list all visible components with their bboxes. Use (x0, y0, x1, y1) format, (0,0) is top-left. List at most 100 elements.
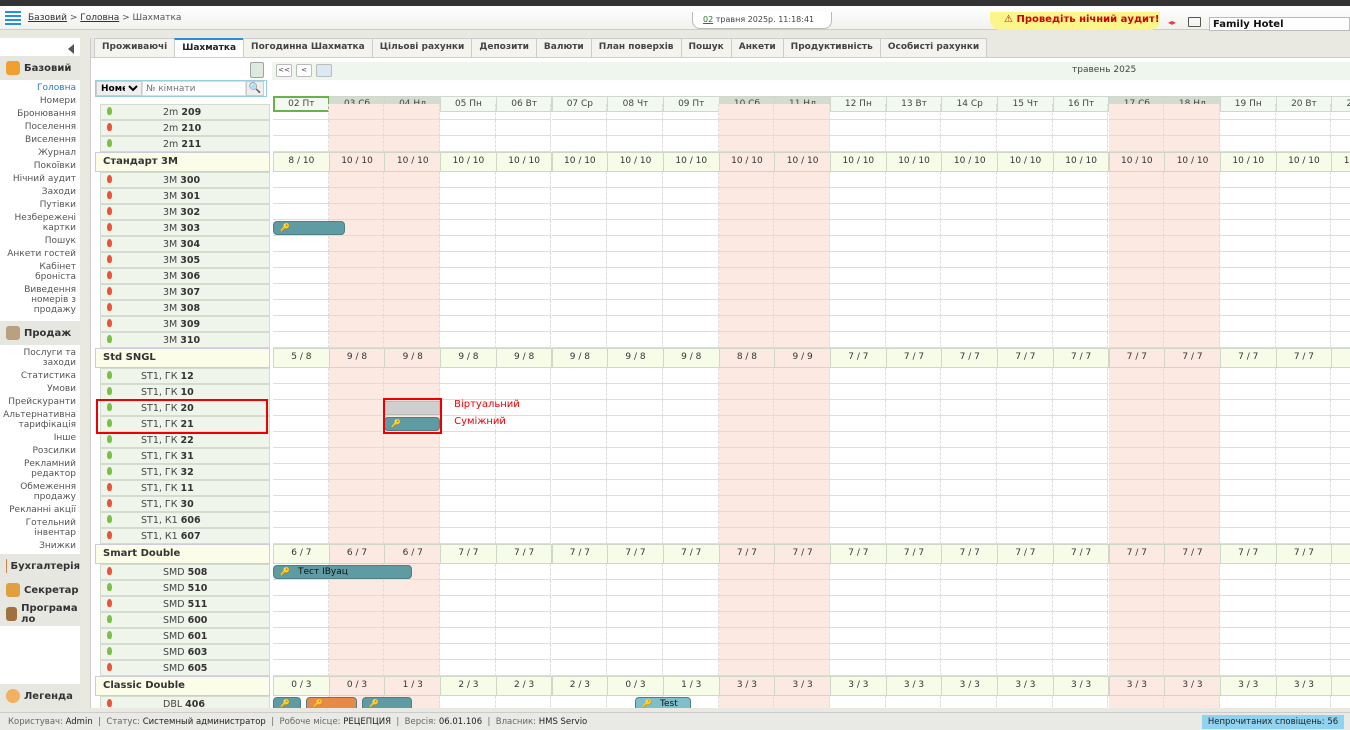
day-cell[interactable] (1164, 368, 1220, 384)
room-row[interactable]: 2m 209 (100, 104, 270, 120)
tab-2[interactable]: Погодинна Шахматка (243, 38, 373, 57)
day-cell[interactable] (1108, 204, 1165, 220)
day-cell[interactable] (718, 628, 775, 644)
day-cell[interactable] (1108, 464, 1165, 480)
day-cell[interactable] (384, 316, 441, 332)
day-cell[interactable] (607, 628, 663, 644)
room-row[interactable]: 3M 310 (100, 332, 270, 348)
day-cell[interactable] (718, 120, 775, 136)
day-cell[interactable] (1331, 204, 1350, 220)
day-cell[interactable] (885, 464, 942, 480)
tab-9[interactable]: Продуктивність (782, 38, 881, 57)
sidebar-item[interactable]: Готельний інвентар (25, 518, 76, 538)
day-cell[interactable] (328, 496, 385, 512)
room-row[interactable]: ST1, К1 607 (100, 528, 270, 544)
sidebar-item[interactable]: Статистика (20, 371, 76, 381)
day-cell[interactable] (830, 316, 886, 332)
sidebar-item[interactable]: Умови (47, 384, 76, 394)
day-cell[interactable] (941, 696, 998, 708)
day-cell[interactable] (718, 332, 775, 348)
day-cell[interactable] (1164, 612, 1220, 628)
day-cell[interactable] (997, 316, 1053, 332)
night-audit-warning[interactable]: ⚠ Проведіть нічний аудит! (990, 12, 1160, 30)
day-cell[interactable] (774, 384, 830, 400)
day-cell[interactable] (440, 564, 496, 580)
day-cell[interactable] (440, 696, 496, 708)
day-cell[interactable] (384, 580, 441, 596)
day-cell[interactable] (495, 120, 552, 136)
room-row[interactable]: 3M 306 (100, 268, 270, 284)
day-cell[interactable] (662, 464, 719, 480)
day-cell[interactable] (1052, 104, 1109, 120)
day-cell[interactable] (662, 252, 719, 268)
day-cell[interactable] (662, 368, 719, 384)
monitor-icon[interactable] (1188, 17, 1201, 27)
day-cell[interactable] (328, 236, 385, 252)
sidebar-item[interactable]: Покоївки (33, 161, 76, 171)
day-cell[interactable] (495, 660, 552, 676)
day-cell[interactable] (1219, 220, 1276, 236)
day-cell[interactable] (1275, 464, 1332, 480)
booking-bar[interactable]: 🔑 (362, 697, 413, 708)
day-cell[interactable] (1275, 300, 1332, 316)
day-cell[interactable] (1052, 496, 1109, 512)
day-cell[interactable] (662, 384, 719, 400)
day-header[interactable]: 19 Пн (1219, 96, 1277, 112)
day-cell[interactable] (1108, 644, 1165, 660)
day-cell[interactable] (384, 612, 441, 628)
day-cell[interactable] (997, 512, 1053, 528)
day-cell[interactable] (1331, 252, 1350, 268)
day-cell[interactable] (885, 268, 942, 284)
day-cell[interactable] (440, 188, 496, 204)
day-cell[interactable] (551, 644, 608, 660)
day-cell[interactable] (1219, 612, 1276, 628)
day-cell[interactable] (1164, 120, 1220, 136)
room-row[interactable]: 3M 300 (100, 172, 270, 188)
day-cell[interactable] (1219, 268, 1276, 284)
day-cell[interactable] (1052, 564, 1109, 580)
sidebar-item[interactable]: Путівки (39, 200, 76, 210)
day-cell[interactable] (830, 564, 886, 580)
day-cell[interactable] (774, 564, 830, 580)
day-cell[interactable] (941, 464, 998, 480)
day-cell[interactable] (830, 384, 886, 400)
day-cell[interactable] (273, 612, 329, 628)
day-cell[interactable] (774, 696, 830, 708)
day-cell[interactable] (440, 252, 496, 268)
day-cell[interactable] (384, 464, 441, 480)
day-cell[interactable] (830, 528, 886, 544)
room-row[interactable]: SMD 601 (100, 628, 270, 644)
day-cell[interactable] (551, 496, 608, 512)
day-cell[interactable] (662, 104, 719, 120)
day-cell[interactable] (551, 332, 608, 348)
swap-arrows-icon[interactable]: ◂▸ (1168, 18, 1177, 27)
day-cell[interactable] (1164, 432, 1220, 448)
day-cell[interactable] (941, 564, 998, 580)
day-cell[interactable] (885, 236, 942, 252)
day-cell[interactable] (1052, 432, 1109, 448)
sidebar-item[interactable]: Інше (53, 433, 76, 443)
day-cell[interactable] (1219, 660, 1276, 676)
day-cell[interactable] (1052, 416, 1109, 432)
day-cell[interactable] (440, 628, 496, 644)
day-cell[interactable] (1108, 596, 1165, 612)
day-cell[interactable] (718, 316, 775, 332)
room-row[interactable]: 3M 303 (100, 220, 270, 236)
day-cell[interactable] (941, 644, 998, 660)
day-cell[interactable] (607, 432, 663, 448)
day-cell[interactable] (1052, 660, 1109, 676)
day-cell[interactable] (997, 220, 1053, 236)
day-cell[interactable] (551, 448, 608, 464)
day-cell[interactable] (1052, 220, 1109, 236)
day-cell[interactable] (607, 660, 663, 676)
day-cell[interactable] (662, 136, 719, 152)
day-cell[interactable] (885, 660, 942, 676)
day-cell[interactable] (830, 236, 886, 252)
day-cell[interactable] (1331, 384, 1350, 400)
day-cell[interactable] (718, 464, 775, 480)
day-cell[interactable] (830, 172, 886, 188)
day-cell[interactable] (1108, 188, 1165, 204)
day-cell[interactable] (328, 628, 385, 644)
sidebar-item[interactable]: Бронювання (17, 109, 76, 119)
day-cell[interactable] (1164, 416, 1220, 432)
